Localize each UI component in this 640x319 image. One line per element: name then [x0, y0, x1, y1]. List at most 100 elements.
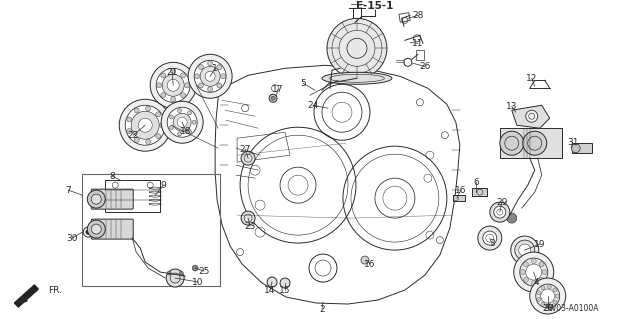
- Circle shape: [515, 240, 535, 260]
- Circle shape: [86, 230, 91, 234]
- Circle shape: [524, 277, 529, 282]
- Circle shape: [198, 83, 204, 88]
- Circle shape: [87, 220, 105, 238]
- Text: 23: 23: [244, 222, 256, 231]
- Text: 19: 19: [534, 240, 545, 249]
- Circle shape: [177, 117, 187, 127]
- Circle shape: [200, 66, 220, 86]
- Circle shape: [173, 113, 191, 131]
- Text: 26: 26: [419, 62, 431, 71]
- Text: 10: 10: [193, 278, 204, 286]
- Circle shape: [198, 65, 204, 70]
- Circle shape: [511, 236, 539, 264]
- Text: 6: 6: [473, 178, 479, 187]
- Bar: [572, 143, 591, 153]
- Circle shape: [490, 202, 510, 222]
- Bar: [500, 128, 562, 158]
- Circle shape: [92, 194, 101, 204]
- Circle shape: [531, 259, 536, 263]
- Circle shape: [156, 68, 190, 102]
- Circle shape: [520, 258, 548, 286]
- Circle shape: [161, 73, 166, 78]
- Polygon shape: [512, 105, 550, 128]
- Circle shape: [494, 206, 506, 218]
- Circle shape: [188, 130, 191, 134]
- Circle shape: [134, 137, 140, 142]
- Circle shape: [171, 69, 175, 74]
- Circle shape: [269, 94, 277, 102]
- Text: 12: 12: [526, 74, 538, 83]
- Circle shape: [205, 71, 215, 81]
- Circle shape: [547, 285, 552, 289]
- Text: 8: 8: [109, 172, 115, 181]
- Circle shape: [530, 278, 566, 314]
- Circle shape: [524, 262, 529, 267]
- Circle shape: [192, 265, 198, 271]
- Circle shape: [87, 190, 105, 208]
- Circle shape: [167, 271, 171, 275]
- Circle shape: [525, 110, 538, 122]
- Bar: [105, 180, 160, 212]
- FancyBboxPatch shape: [92, 189, 133, 209]
- Text: 3: 3: [489, 239, 495, 248]
- Circle shape: [267, 277, 277, 287]
- Circle shape: [146, 106, 150, 111]
- Circle shape: [170, 125, 173, 130]
- Circle shape: [162, 74, 184, 96]
- Circle shape: [483, 231, 497, 245]
- Circle shape: [167, 107, 197, 137]
- Text: 7: 7: [65, 186, 71, 195]
- Circle shape: [541, 302, 545, 306]
- Circle shape: [177, 108, 182, 113]
- Circle shape: [541, 286, 545, 290]
- Circle shape: [161, 93, 166, 98]
- Text: 28: 28: [412, 11, 424, 20]
- Circle shape: [131, 111, 159, 139]
- Circle shape: [217, 65, 222, 70]
- Bar: [83, 174, 220, 286]
- Circle shape: [531, 280, 536, 286]
- Circle shape: [525, 264, 541, 280]
- Text: 27: 27: [239, 145, 251, 154]
- Circle shape: [507, 213, 516, 223]
- Circle shape: [361, 256, 369, 264]
- Circle shape: [156, 112, 161, 117]
- FancyBboxPatch shape: [92, 219, 133, 239]
- Text: SW03-A0100A: SW03-A0100A: [545, 303, 599, 313]
- Text: 31: 31: [567, 138, 579, 147]
- Circle shape: [500, 131, 524, 155]
- Circle shape: [542, 270, 547, 275]
- Circle shape: [556, 294, 559, 298]
- Circle shape: [166, 269, 184, 287]
- Circle shape: [194, 60, 226, 92]
- Circle shape: [520, 270, 525, 275]
- Circle shape: [150, 62, 196, 108]
- Circle shape: [170, 115, 173, 119]
- Circle shape: [271, 96, 275, 100]
- Circle shape: [171, 97, 175, 102]
- Circle shape: [92, 224, 101, 234]
- Text: 29: 29: [496, 198, 508, 207]
- Circle shape: [207, 61, 212, 66]
- Circle shape: [160, 123, 164, 128]
- Circle shape: [539, 277, 544, 282]
- Text: 1: 1: [212, 64, 218, 73]
- Text: 22: 22: [127, 131, 139, 140]
- Circle shape: [523, 131, 547, 155]
- Text: 11: 11: [412, 39, 424, 48]
- Circle shape: [217, 83, 222, 88]
- Text: E-15-1: E-15-1: [356, 1, 394, 11]
- Circle shape: [167, 79, 179, 91]
- Circle shape: [572, 144, 580, 153]
- Circle shape: [519, 244, 531, 256]
- Circle shape: [221, 74, 226, 79]
- Polygon shape: [14, 285, 38, 307]
- Circle shape: [536, 284, 560, 308]
- Circle shape: [553, 300, 557, 304]
- Circle shape: [327, 19, 387, 78]
- Text: 16: 16: [455, 186, 467, 195]
- Circle shape: [134, 108, 140, 113]
- Text: 25: 25: [198, 267, 210, 276]
- Circle shape: [553, 288, 557, 292]
- Circle shape: [537, 291, 541, 295]
